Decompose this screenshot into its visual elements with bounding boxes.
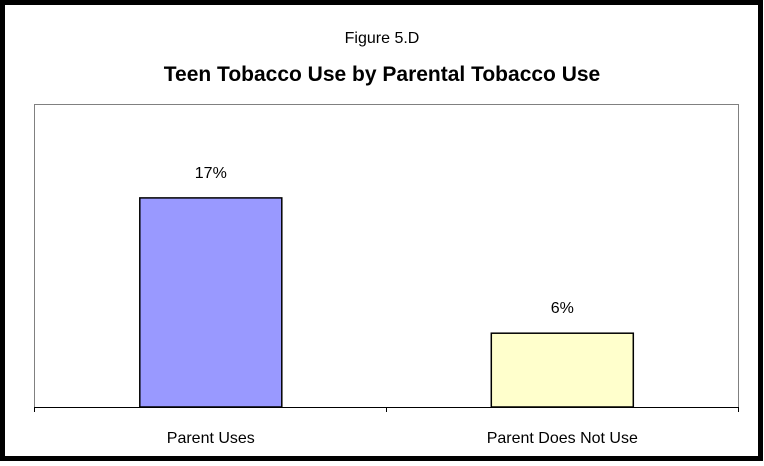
data-label: 6% — [551, 300, 574, 317]
chart-title: Teen Tobacco Use by Parental Tobacco Use — [164, 63, 600, 86]
x-tick-label: Parent Uses — [167, 430, 255, 447]
figure-label: Figure 5.D — [345, 30, 420, 47]
data-label: 17% — [195, 165, 227, 182]
bar-parent-does-not-use — [490, 332, 635, 408]
bar-marks: 17% Parent Uses 6% Parent Does Not Use — [139, 165, 638, 447]
x-tick-label: Parent Does Not Use — [487, 430, 638, 447]
bar-parent-uses — [139, 197, 283, 408]
